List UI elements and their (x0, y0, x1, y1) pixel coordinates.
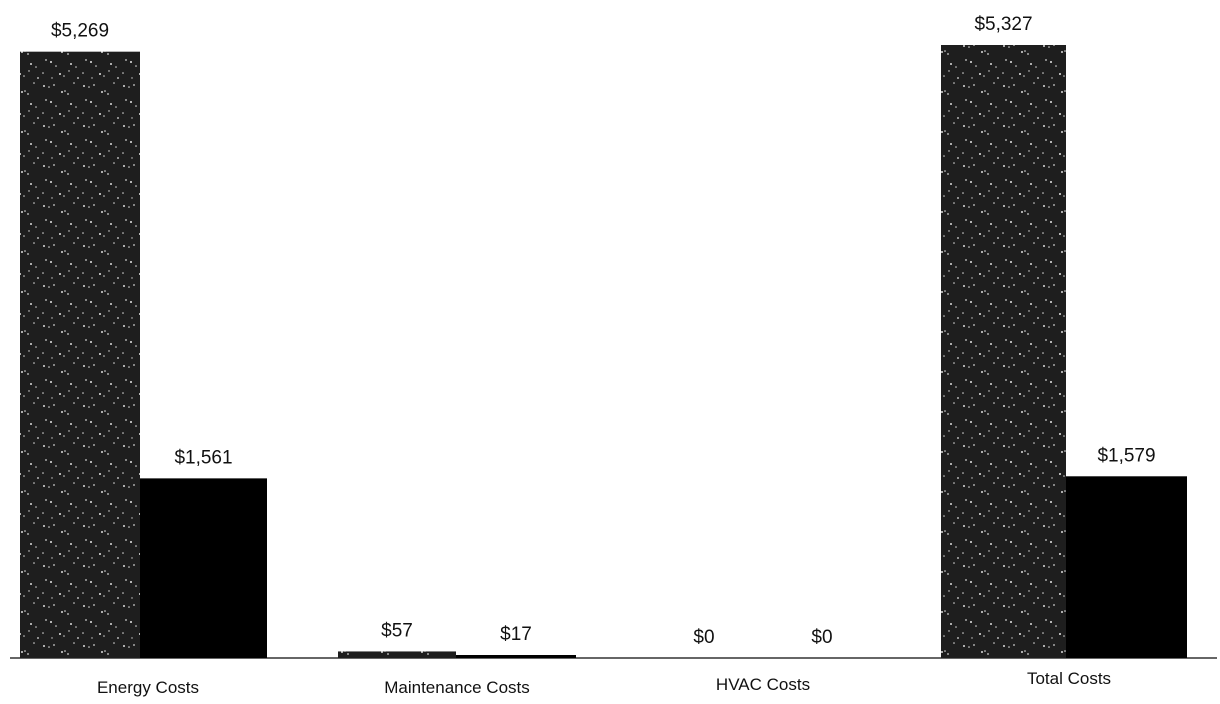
bar-total-series-1 (941, 45, 1066, 658)
category-label-hvac: HVAC Costs (716, 675, 810, 694)
bar-total-series-2 (1066, 476, 1187, 658)
category-group-total: $5,327 $1,579 Total Costs (941, 14, 1187, 688)
bar-energy-series-2 (140, 478, 267, 658)
category-group-hvac: $0 $0 HVAC Costs (693, 627, 832, 694)
value-label-hvac-series-1: $0 (693, 627, 714, 648)
bar-maintenance-series-1 (338, 651, 456, 658)
category-group-energy: $5,269 $1,561 Energy Costs (20, 21, 267, 697)
value-label-hvac-series-2: $0 (811, 627, 832, 648)
value-label-total-series-1: $5,327 (974, 14, 1032, 35)
value-label-maintenance-series-2: $17 (500, 624, 532, 645)
bar-energy-series-1 (20, 51, 140, 658)
value-label-energy-series-2: $1,561 (174, 447, 232, 468)
category-label-maintenance: Maintenance Costs (384, 678, 530, 697)
value-label-energy-series-1: $5,269 (51, 21, 109, 42)
category-label-total: Total Costs (1027, 669, 1111, 688)
category-label-energy: Energy Costs (97, 678, 199, 697)
value-label-total-series-2: $1,579 (1097, 445, 1155, 466)
category-group-maintenance: $57 $17 Maintenance Costs (338, 620, 576, 697)
value-label-maintenance-series-1: $57 (381, 620, 413, 641)
bar-maintenance-series-2 (456, 655, 576, 658)
